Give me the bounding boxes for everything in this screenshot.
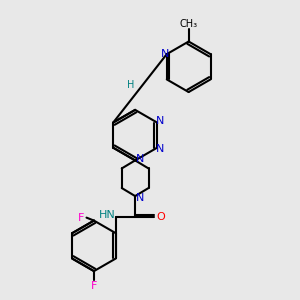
Text: H: H xyxy=(128,80,135,90)
Text: N: N xyxy=(136,154,145,164)
Text: F: F xyxy=(91,281,97,291)
Text: N: N xyxy=(136,193,145,202)
Text: O: O xyxy=(157,212,165,222)
Text: N: N xyxy=(156,144,164,154)
Text: N: N xyxy=(161,49,170,59)
Text: CH₃: CH₃ xyxy=(180,19,198,29)
Text: N: N xyxy=(156,116,164,126)
Text: F: F xyxy=(77,213,84,223)
Text: HN: HN xyxy=(98,210,115,220)
